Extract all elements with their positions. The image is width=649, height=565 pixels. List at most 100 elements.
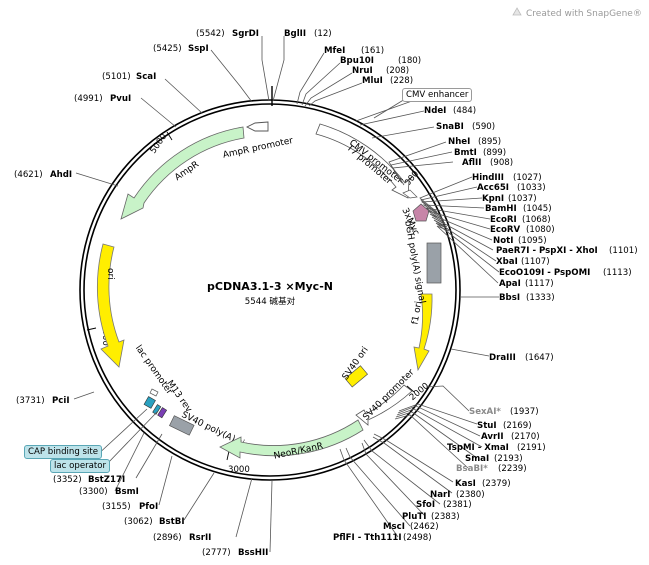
site-bbsi[interactable]: BbsI (1333) — [499, 293, 555, 303]
site-position: (2896) — [153, 533, 182, 543]
site-hindiii[interactable]: HindIII (1027) — [472, 173, 542, 183]
site-name: ApaI — [499, 279, 521, 289]
site-kpni[interactable]: KpnI (1037) — [482, 194, 537, 204]
site-bstz17i[interactable]: (3352) BstZ17I — [53, 475, 125, 485]
site-mfei[interactable]: MfeI (161) — [324, 46, 384, 56]
site-bmti[interactable]: BmtI (899) — [454, 148, 506, 158]
site-ecori[interactable]: EcoRI (1068) — [490, 215, 551, 225]
site-name: PaeR7I - PspXI - XhoI — [496, 246, 598, 256]
site-ecorv[interactable]: EcoRV (1080) — [490, 225, 555, 235]
site-bsshii[interactable]: (2777) BssHII — [202, 548, 268, 558]
site-rsrii[interactable]: (2896) RsrII — [153, 533, 211, 543]
site-bglii[interactable]: BglII (12) — [284, 29, 332, 39]
snapgene-logo-icon — [512, 7, 522, 16]
site-paer7i-pspxi-xhoi[interactable]: PaeR7I - PspXI - XhoI (1101) — [496, 246, 638, 256]
site-position: (899) — [483, 148, 506, 158]
site-position: (1027) — [513, 173, 542, 183]
site-name: MluI — [362, 76, 383, 86]
site-position: (12) — [314, 29, 332, 39]
site-name: XbaI — [496, 257, 518, 267]
ampr-arrow — [120, 126, 245, 220]
site-noti[interactable]: NotI (1095) — [493, 236, 547, 246]
site-name: SexAI* — [469, 407, 501, 417]
site-name: MscI — [383, 522, 405, 532]
site-pfoi[interactable]: (3155) PfoI — [102, 502, 158, 512]
site-pcii[interactable]: (3731) PciI — [16, 396, 70, 406]
site-sgrdi[interactable]: (5542) SgrDI — [196, 29, 259, 39]
site-name: AflII — [462, 158, 481, 168]
cmv-promoter-arrow — [315, 123, 410, 199]
site-name: StuI — [477, 421, 497, 431]
site-pvui[interactable]: (4991) PvuI — [74, 94, 131, 104]
site-position: (2381) — [443, 500, 472, 510]
site-bamhi[interactable]: BamHI (1045) — [485, 204, 552, 214]
site-bpu10i[interactable]: Bpu10I (180) — [340, 56, 421, 66]
site-nrui[interactable]: NruI (208) — [352, 66, 409, 76]
site-position: (161) — [361, 46, 384, 56]
site-name: BglII — [284, 29, 306, 39]
site-nari[interactable]: NarI (2380) — [430, 490, 485, 500]
site-position: (1037) — [508, 194, 537, 204]
site-position: (5101) — [102, 72, 131, 82]
f1-ori-arrow — [413, 293, 433, 372]
site-pluti[interactable]: PluTI (2383) — [402, 512, 460, 522]
site-msci[interactable]: MscI (2462) — [383, 522, 439, 532]
site-kasi[interactable]: KasI (2379) — [455, 479, 511, 489]
site-position: (5425) — [153, 44, 182, 54]
site-position: (1080) — [526, 225, 555, 235]
site-position: (1095) — [518, 236, 547, 246]
site-avrii[interactable]: AvrII (2170) — [481, 432, 540, 442]
site-sspi[interactable]: (5425) SspI — [153, 44, 209, 54]
neor-arrow — [219, 419, 364, 459]
site-stui[interactable]: StuI (2169) — [477, 421, 532, 431]
site-name: AhdI — [50, 170, 72, 180]
cap-binding-site-label[interactable]: CAP binding site — [24, 445, 103, 459]
site-name: BmtI — [454, 148, 477, 158]
site-nhei[interactable]: NheI (895) — [448, 137, 501, 147]
site-name: HindIII — [472, 173, 504, 183]
site-snabi[interactable]: SnaBI (590) — [436, 122, 495, 132]
site-position: (2379) — [482, 479, 511, 489]
site-position: (1068) — [522, 215, 551, 225]
site-draiii[interactable]: DraIII (1647) — [489, 353, 554, 363]
site-name: NheI — [448, 137, 470, 147]
ampr-promoter-arrow — [245, 121, 269, 132]
cmv-enhancer-label[interactable]: CMV enhancer — [402, 88, 473, 102]
site-mlui[interactable]: MluI (228) — [362, 76, 413, 86]
cap-binding-site-feature — [143, 396, 156, 409]
site-bstbi[interactable]: (3062) BstBI — [124, 517, 185, 527]
site-bsabi[interactable]: BsaBI* (2239) — [456, 464, 527, 474]
site-smai[interactable]: SmaI (2193) — [465, 454, 523, 464]
site-position: (2777) — [202, 548, 231, 558]
site-apai[interactable]: ApaI (1117) — [499, 279, 554, 289]
site-xbai[interactable]: XbaI (1107) — [496, 257, 550, 267]
site-name: NdeI — [424, 106, 446, 116]
t7-promoter-arrow — [402, 189, 418, 199]
lac-promoter-arrow — [149, 388, 159, 397]
f1-ori-label: f1 ori — [410, 301, 424, 326]
site-position: (2193) — [494, 454, 523, 464]
site-position: (2462) — [410, 522, 439, 532]
site-name: RsrII — [189, 533, 211, 543]
site-name: SgrDI — [232, 29, 259, 39]
site-name: NruI — [352, 66, 373, 76]
site-position: (3731) — [16, 396, 45, 406]
site-sfoi[interactable]: SfoI (2381) — [416, 500, 472, 510]
site-sexai[interactable]: SexAI* (1937) — [469, 407, 539, 417]
site-acc65i[interactable]: Acc65I (1033) — [477, 183, 546, 193]
site-pflfi-tth111i[interactable]: PflFI - Tth111I (2498) — [333, 533, 432, 543]
site-bsmi[interactable]: (3300) BsmI — [79, 487, 139, 497]
enzyme-leader-lines — [73, 36, 500, 553]
site-ecoo109i-pspomi[interactable]: EcoO109I - PspOMI (1113) — [499, 268, 632, 278]
site-ahdi[interactable]: (4621) AhdI — [14, 170, 72, 180]
site-scai[interactable]: (5101) ScaI — [102, 72, 156, 82]
site-name: KasI — [455, 479, 476, 489]
site-tspmi-xmai[interactable]: TspMI - XmaI (2191) — [447, 443, 546, 453]
site-ndei[interactable]: NdeI (484) — [424, 106, 476, 116]
site-name: AvrII — [481, 432, 504, 442]
site-position: (2169) — [503, 421, 532, 431]
lac-operator-label[interactable]: lac operator — [50, 459, 111, 473]
site-position: (1033) — [517, 183, 546, 193]
site-name: NarI — [430, 490, 450, 500]
site-aflii[interactable]: AflII (908) — [462, 158, 513, 168]
